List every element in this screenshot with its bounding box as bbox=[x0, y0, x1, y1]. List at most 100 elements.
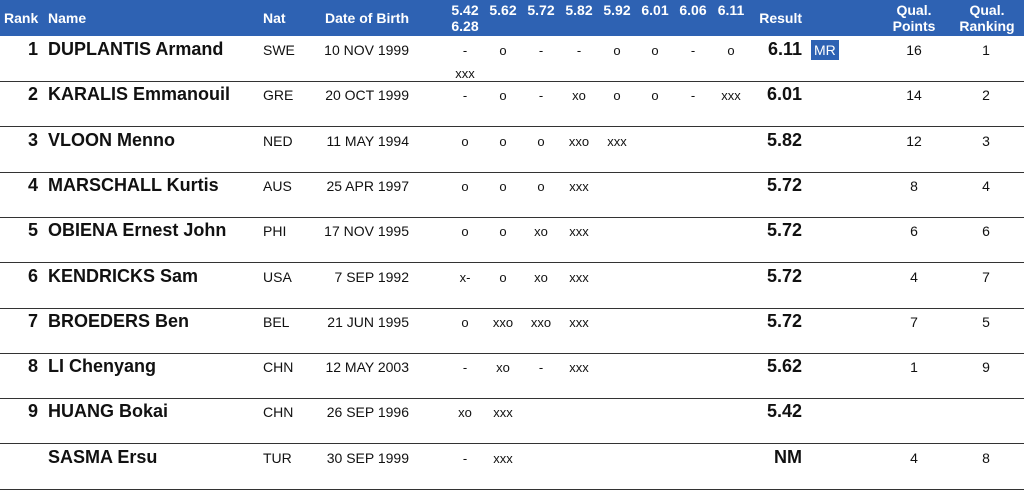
result-cell: 5.82 bbox=[766, 129, 802, 150]
attempt-cell: o bbox=[613, 88, 621, 104]
date-of-birth-cell: 17 NOV 1995 bbox=[324, 223, 409, 240]
attempt-cell: xxo bbox=[530, 314, 552, 330]
record-badge: MR bbox=[811, 40, 839, 60]
attempt-cell: xxx bbox=[721, 88, 741, 104]
date-of-birth-cell: 26 SEP 1996 bbox=[326, 404, 409, 421]
qual-ranking-cell: 1 bbox=[982, 42, 990, 58]
header-result: Result bbox=[759, 10, 802, 26]
attempt-cell: o bbox=[499, 43, 507, 58]
attempt-cell: xxx bbox=[493, 450, 513, 466]
qual-points-cell: 16 bbox=[906, 42, 922, 58]
attempt-cell: o bbox=[499, 224, 507, 240]
qual-points-cell: 1 bbox=[910, 359, 918, 376]
attempt-cell: - bbox=[538, 43, 544, 58]
athlete-name: VLOON Menno bbox=[48, 129, 175, 150]
attempt-cell: o bbox=[461, 314, 469, 330]
attempt-cell: xxx bbox=[569, 360, 589, 376]
attempt-cell: - bbox=[538, 88, 544, 104]
attempt-cell: xxx bbox=[569, 314, 589, 330]
result-cell: 5.72 bbox=[766, 310, 802, 331]
header-height: 6.06 bbox=[679, 2, 707, 18]
attempt-cell: o bbox=[461, 178, 469, 194]
header-qual-ranking-line2: Ranking bbox=[959, 18, 1015, 34]
date-of-birth-cell: 12 MAY 2003 bbox=[325, 359, 409, 376]
result-cell: 5.72 bbox=[766, 174, 802, 195]
attempt-cell: - bbox=[462, 450, 468, 466]
athlete-name: BROEDERS Ben bbox=[48, 310, 190, 331]
qual-ranking-cell: 7 bbox=[982, 268, 990, 285]
nationality-cell: BEL bbox=[263, 313, 290, 330]
attempt-cell: o bbox=[613, 43, 621, 58]
attempt-cell: o bbox=[727, 43, 735, 58]
qual-ranking-cell: 3 bbox=[982, 132, 990, 149]
qual-points-cell: 14 bbox=[906, 87, 922, 104]
attempt-cell: xxx bbox=[493, 405, 513, 421]
nationality-cell: USA bbox=[263, 268, 292, 285]
rank-cell: 8 bbox=[27, 356, 38, 377]
result-cell: 5.42 bbox=[766, 401, 802, 422]
nationality-cell: CHN bbox=[263, 359, 294, 376]
attempt-cell: - bbox=[462, 43, 468, 58]
header-height: 5.62 bbox=[489, 2, 517, 18]
rank-cell: 2 bbox=[27, 84, 38, 105]
attempt-cell: - bbox=[462, 360, 468, 376]
nationality-cell: TUR bbox=[263, 449, 292, 466]
result-cell: 5.72 bbox=[766, 265, 802, 286]
header-height: 5.42 bbox=[451, 2, 479, 18]
date-of-birth-cell: 21 JUN 1995 bbox=[327, 313, 409, 330]
header-height: 6.11 bbox=[717, 2, 745, 18]
header-name: Name bbox=[48, 10, 87, 26]
header-nat: Nat bbox=[263, 10, 286, 26]
header-height: 6.01 bbox=[641, 2, 669, 18]
attempt-cell: xo bbox=[572, 88, 586, 104]
attempt-cell: o bbox=[499, 269, 507, 285]
date-of-birth-cell: 25 APR 1997 bbox=[326, 177, 409, 194]
header-qual-points-line2: Points bbox=[892, 18, 936, 34]
header-height: 5.82 bbox=[565, 2, 593, 18]
attempt-cell: o bbox=[461, 224, 469, 240]
nationality-cell: SWE bbox=[263, 42, 295, 58]
rank-cell: 7 bbox=[27, 310, 38, 331]
qual-points-cell: 4 bbox=[910, 268, 918, 285]
attempt-cell: xxx bbox=[607, 133, 627, 149]
attempt-cell: - bbox=[690, 43, 696, 58]
rank-cell: 6 bbox=[27, 265, 38, 286]
header-height: 5.72 bbox=[527, 2, 555, 18]
qual-points-cell: 7 bbox=[910, 313, 918, 330]
nationality-cell: AUS bbox=[263, 177, 292, 194]
header-height-wrap: 6.28 bbox=[451, 18, 479, 34]
attempt-cell-wrap: xxx bbox=[455, 66, 475, 81]
table-row: 7 BROEDERS Ben BEL 21 JUN 1995 o xxo xxo xxx 5.7… bbox=[0, 308, 1024, 354]
date-of-birth-cell: 7 SEP 1992 bbox=[334, 268, 409, 285]
table-row: 9 HUANG Bokai CHN 26 SEP 1996 xo xxx 5.42 bbox=[0, 398, 1024, 445]
attempt-cell: - bbox=[538, 360, 544, 376]
qual-ranking-cell: 9 bbox=[982, 359, 990, 376]
attempt-cell: x- bbox=[459, 269, 471, 285]
header-rank: Rank bbox=[4, 10, 39, 26]
table-row: 8 LI Chenyang CHN 12 MAY 2003 - xo - xxx 5.62 1 9 bbox=[0, 353, 1024, 400]
attempt-cell: xo bbox=[458, 405, 472, 421]
qual-ranking-cell: 6 bbox=[982, 223, 990, 240]
table-row: 4 MARSCHALL Kurtis AUS 25 APR 1997 o o o xxx 5.7… bbox=[0, 172, 1024, 218]
athlete-name: OBIENA Ernest John bbox=[48, 220, 227, 241]
athlete-name: HUANG Bokai bbox=[48, 401, 169, 422]
rank-cell: 9 bbox=[27, 401, 38, 422]
attempt-cell: o bbox=[651, 88, 659, 104]
date-of-birth-cell: 20 OCT 1999 bbox=[325, 87, 409, 104]
attempt-cell: xo bbox=[534, 269, 548, 285]
qual-points-cell: 6 bbox=[910, 223, 918, 240]
result-cell: NM bbox=[774, 446, 802, 467]
header-height: 5.92 bbox=[603, 2, 631, 18]
table-row: 2 KARALIS Emmanouil GRE 20 OCT 1999 - o - xo o o -… bbox=[0, 81, 1024, 128]
attempt-cell: xxx bbox=[569, 178, 589, 194]
nationality-cell: NED bbox=[263, 132, 293, 149]
athlete-name: KENDRICKS Sam bbox=[48, 265, 199, 286]
attempt-cell: - bbox=[576, 43, 582, 58]
attempt-cell: o bbox=[499, 178, 507, 194]
header-dob: Date of Birth bbox=[325, 10, 409, 26]
table-row: 3 VLOON Menno NED 11 MAY 1994 o o o xxo xxx 5.82 1… bbox=[0, 127, 1024, 173]
rank-cell: 3 bbox=[27, 129, 38, 150]
header-qual-points-line1: Qual. bbox=[896, 2, 932, 18]
date-of-birth-cell: 10 NOV 1999 bbox=[324, 42, 409, 58]
result-cell: 6.11 bbox=[767, 39, 802, 59]
